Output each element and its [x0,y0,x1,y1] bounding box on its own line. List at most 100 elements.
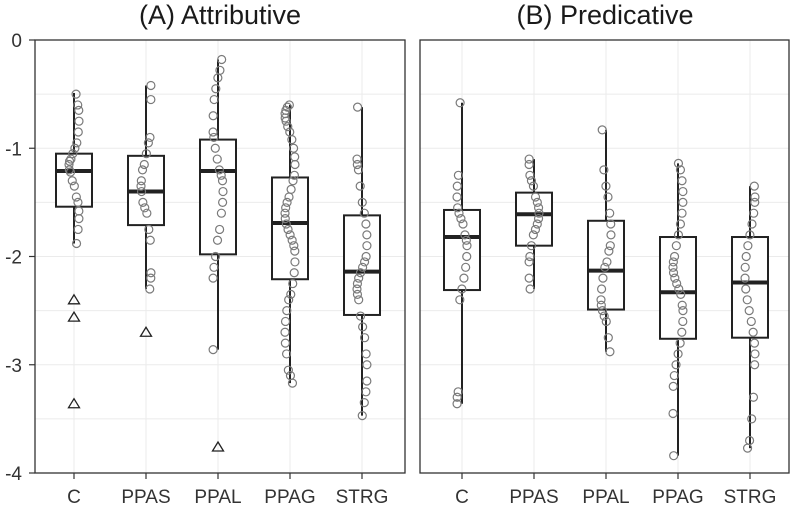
data-point [530,192,541,202]
data-point [596,284,607,294]
box-ppas [127,80,165,337]
outlier-marker [211,440,225,452]
data-point [288,143,299,153]
data-point [455,295,465,305]
data-point [352,102,363,112]
data-point [671,360,681,370]
y-tick-label: 0 [11,31,22,52]
data-point [750,360,760,370]
data-point [460,230,470,240]
data-point [453,203,463,213]
data-point [67,176,77,186]
x-tick-label: STRG [724,487,777,508]
box-c [443,98,481,409]
data-point [144,224,154,235]
data-point [747,414,757,424]
data-point [532,219,542,229]
data-point [216,170,226,180]
box-iqr [443,208,481,292]
data-point [73,127,83,137]
data-point [70,143,80,153]
data-point [74,116,84,126]
data-point [524,257,534,267]
data-point [145,235,155,245]
data-point [288,278,298,289]
data-point [208,344,218,355]
data-point [354,295,364,305]
data-point [533,214,544,224]
data-point [740,273,750,283]
data-point [455,98,465,108]
data-point [282,197,292,207]
data-point [606,219,616,229]
data-point [361,251,371,262]
data-point [452,392,462,402]
data-point [605,208,615,218]
data-point [670,273,680,283]
data-point [286,289,296,299]
data-point [673,349,683,359]
data-point [73,224,83,235]
data-point [354,273,364,283]
data-point [677,176,687,186]
data-point [218,186,228,197]
data-point [678,306,688,316]
box-strg [731,181,769,453]
data-point [677,327,687,337]
data-point [744,306,754,316]
data-point [359,208,369,218]
data-point [750,197,760,207]
x-tick-label: PPAS [121,487,170,508]
data-point [290,159,300,170]
data-point [668,268,679,278]
outlier-marker [139,326,153,337]
data-point [601,316,611,327]
x-tick-label: PPAG [652,487,703,508]
data-point [280,208,290,218]
data-point [528,230,538,240]
data-point [138,197,148,207]
data-point [532,197,542,207]
data-point [673,230,684,240]
data-point [73,197,83,207]
data-point [359,398,369,408]
data-point [209,94,219,105]
data-point [742,295,752,305]
data-point [282,306,292,316]
box-ppal [199,54,237,452]
data-point [749,338,760,348]
box-iqr [587,219,625,311]
data-point [746,316,756,327]
data-point [214,165,224,175]
data-point [528,181,539,191]
data-point [600,262,610,272]
data-point [358,262,368,272]
data-point [606,230,616,240]
box-ppag [659,158,697,461]
data-point [461,262,471,272]
data-point [603,333,613,343]
data-point [462,251,472,262]
data-point [208,127,218,137]
outlier-marker [67,397,81,409]
data-point [530,224,541,235]
data-point [534,208,544,218]
data-point [524,273,534,283]
data-point [452,192,462,202]
data-point [452,181,462,191]
data-point [289,170,299,180]
panel-title-attributive: (A) Attributive [139,0,301,30]
panel-predicative: (B) Predicative C PPAS PPAL PPAG STRG [419,0,790,508]
data-point [526,176,537,186]
data-point [284,192,294,202]
data-point [668,408,678,419]
y-tick-label: -1 [5,139,22,160]
panel-frame [419,39,790,474]
data-point [283,365,293,375]
data-point [525,170,535,180]
y-tick-label: -4 [5,464,22,485]
data-point [136,176,146,186]
data-point [66,154,76,164]
data-point [669,370,679,381]
box-iqr [55,152,93,208]
